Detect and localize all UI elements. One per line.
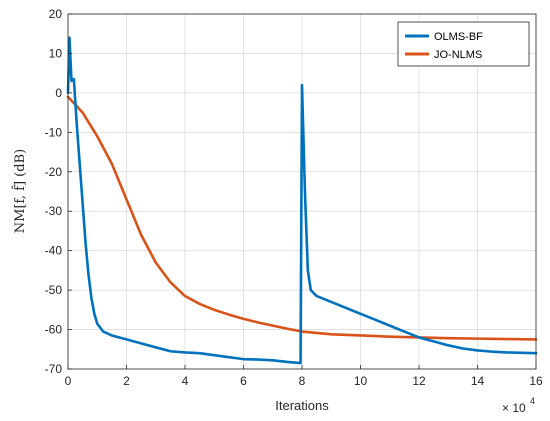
x-tick-label: 6 [240,374,247,388]
legend-label-olms-bf: OLMS-BF [434,31,483,43]
y-axis-ticks: 20 10 0 -10 -20 -30 -40 -50 -60 -70 [45,7,72,376]
y-tick-label: -40 [45,244,63,258]
x-tick-label: 8 [299,374,306,388]
x-axis-multiplier: × 10 [502,401,526,415]
y-tick-label: 20 [49,7,63,21]
legend-box [397,21,530,67]
series-line-olms-bf [66,36,538,365]
legend-label-jo-nlms: JO-NLMS [434,49,482,61]
x-tick-label: 14 [471,374,485,388]
x-tick-label: 0 [65,374,72,388]
y-tick-label: -70 [45,362,63,376]
y-tick-label: -20 [45,165,63,179]
x-axis-ticks: 0 2 4 6 8 10 12 14 16 [65,365,543,388]
x-tick-label: 12 [412,374,426,388]
x-tick-label: 4 [182,374,189,388]
x-tick-label: 2 [123,374,130,388]
y-tick-label: -30 [45,204,63,218]
legend: OLMS-BF JO-NLMS [397,21,530,67]
x-axis-multiplier-exponent: 4 [530,396,535,406]
x-tick-label: 16 [529,374,543,388]
y-axis-label: NM[f, f̂] (dB) [11,149,28,233]
series-layer [66,36,538,365]
y-tick-label: -50 [45,283,63,297]
y-tick-label: -10 [45,125,63,139]
x-axis-label: Iterations [275,398,329,413]
y-tick-label: 0 [55,86,62,100]
x-tick-label: 10 [354,374,368,388]
y-tick-label: -60 [45,323,63,337]
y-tick-label: 10 [49,46,63,60]
